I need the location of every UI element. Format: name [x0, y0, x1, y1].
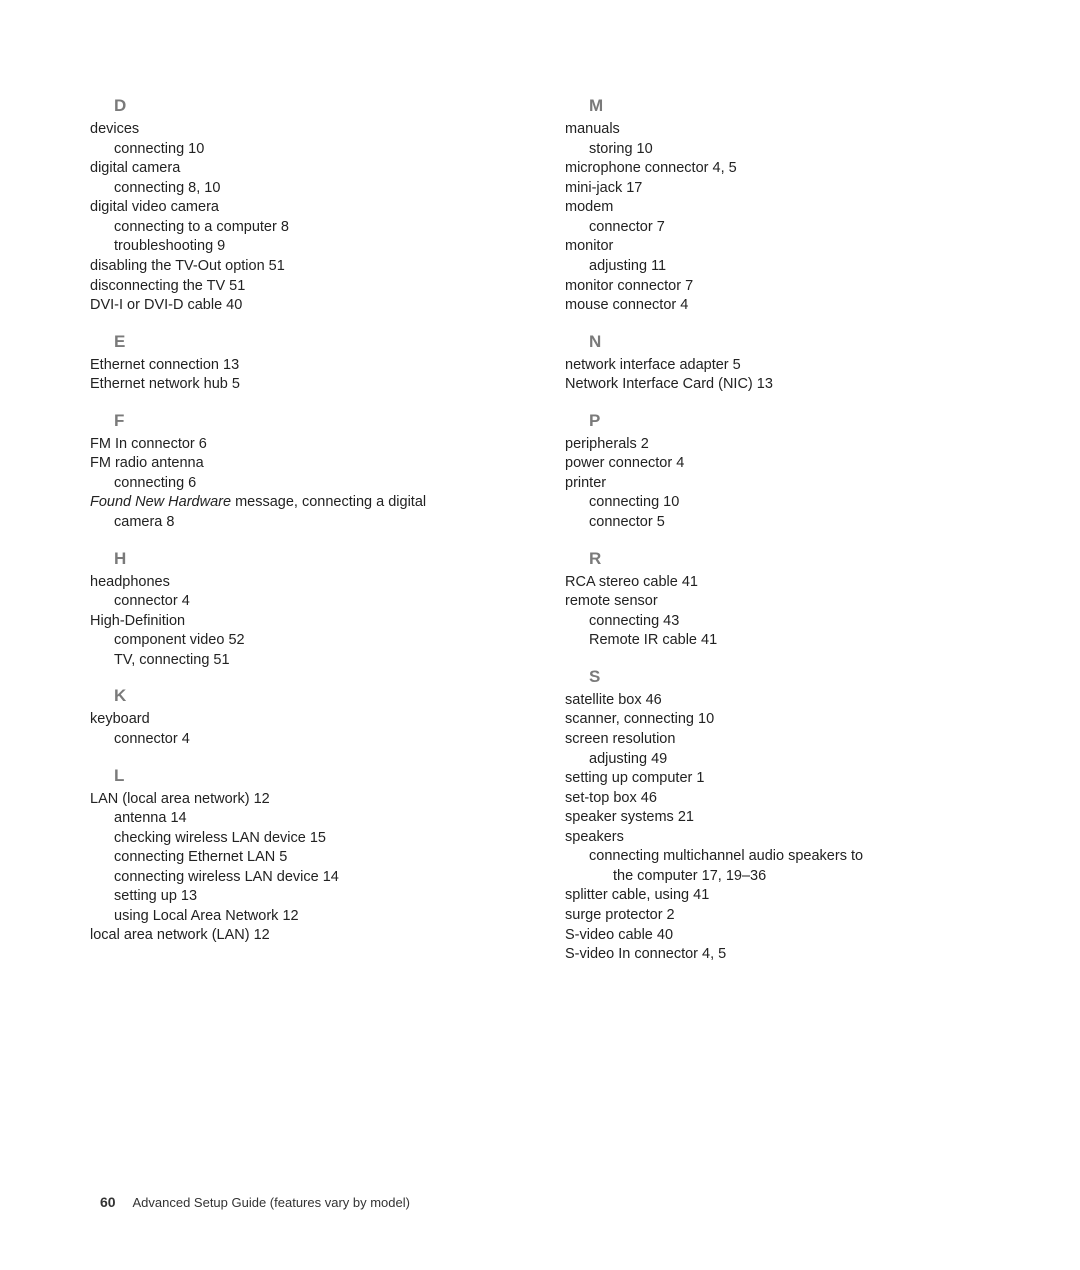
index-entry: connecting 8, 10: [114, 179, 515, 199]
index-entry: the computer 17, 19–36: [613, 867, 990, 887]
index-entry: speakers: [565, 828, 990, 848]
index-entry: using Local Area Network 12: [114, 907, 515, 927]
index-section-letter: D: [114, 96, 515, 116]
page-number: 60: [100, 1194, 116, 1210]
index-entry: remote sensor: [565, 592, 990, 612]
index-entry: S-video In connector 4, 5: [565, 945, 990, 965]
index-entry: digital video camera: [90, 198, 515, 218]
index-entry: connector 5: [589, 513, 990, 533]
index-entry: component video 52: [114, 631, 515, 651]
index-entry: RCA stereo cable 41: [565, 573, 990, 593]
index-entry: setting up 13: [114, 887, 515, 907]
index-entry: monitor connector 7: [565, 277, 990, 297]
index-entry: printer: [565, 474, 990, 494]
index-entry: troubleshooting 9: [114, 237, 515, 257]
index-entry: connector 4: [114, 730, 515, 750]
index-section-letter: H: [114, 549, 515, 569]
index-section-letter: S: [589, 667, 990, 687]
index-entry: scanner, connecting 10: [565, 710, 990, 730]
index-section-letter: P: [589, 411, 990, 431]
index-entry: connecting 6: [114, 474, 515, 494]
index-entry: local area network (LAN) 12: [90, 926, 515, 946]
index-entry: connector 4: [114, 592, 515, 612]
index-entry-italic: Found New Hardware: [90, 494, 231, 510]
index-section-letter: L: [114, 766, 515, 786]
index-entry: DVI-I or DVI-D cable 40: [90, 296, 515, 316]
index-entry: S-video cable 40: [565, 926, 990, 946]
index-entry: speaker systems 21: [565, 808, 990, 828]
index-entry: disabling the TV-Out option 51: [90, 257, 515, 277]
index-entry: monitor: [565, 237, 990, 257]
index-entry: set-top box 46: [565, 789, 990, 809]
index-entry: FM In connector 6: [90, 435, 515, 455]
index-entry: screen resolution: [565, 730, 990, 750]
index-entry: mini-jack 17: [565, 179, 990, 199]
index-entry: camera 8: [114, 513, 515, 533]
index-section-letter: M: [589, 96, 990, 116]
index-entry: devices: [90, 120, 515, 140]
index-entry: Ethernet connection 13: [90, 356, 515, 376]
index-entry: digital camera: [90, 159, 515, 179]
index-entry: disconnecting the TV 51: [90, 277, 515, 297]
index-entry: connecting 43: [589, 612, 990, 632]
index-section-letter: E: [114, 332, 515, 352]
index-entry: LAN (local area network) 12: [90, 790, 515, 810]
index-entry: connecting 10: [589, 493, 990, 513]
index-entry: mouse connector 4: [565, 296, 990, 316]
index-entry: FM radio antenna: [90, 454, 515, 474]
index-entry: power connector 4: [565, 454, 990, 474]
index-entry: checking wireless LAN device 15: [114, 829, 515, 849]
index-section-letter: F: [114, 411, 515, 431]
index-entry: antenna 14: [114, 809, 515, 829]
index-entry: Network Interface Card (NIC) 13: [565, 375, 990, 395]
index-column-right: Mmanualsstoring 10microphone connector 4…: [565, 80, 990, 965]
index-entry: connector 7: [589, 218, 990, 238]
index-entry: microphone connector 4, 5: [565, 159, 990, 179]
index-entry: Remote IR cable 41: [589, 631, 990, 651]
index-entry: adjusting 11: [589, 257, 990, 277]
index-entry-text: message, connecting a digital: [231, 494, 426, 510]
index-entry: keyboard: [90, 710, 515, 730]
page-footer: 60 Advanced Setup Guide (features vary b…: [100, 1194, 410, 1210]
index-entry: Ethernet network hub 5: [90, 375, 515, 395]
index-entry: Found New Hardware message, connecting a…: [90, 493, 515, 513]
index-entry: connecting multichannel audio speakers t…: [589, 847, 990, 867]
index-page: Ddevicesconnecting 10digital cameraconne…: [0, 0, 1080, 1005]
index-entry: adjusting 49: [589, 750, 990, 770]
index-entry: network interface adapter 5: [565, 356, 990, 376]
index-entry: connecting to a computer 8: [114, 218, 515, 238]
index-entry: High-Definition: [90, 612, 515, 632]
index-entry: peripherals 2: [565, 435, 990, 455]
index-entry: splitter cable, using 41: [565, 886, 990, 906]
index-entry: connecting wireless LAN device 14: [114, 868, 515, 888]
index-entry: connecting Ethernet LAN 5: [114, 848, 515, 868]
index-section-letter: K: [114, 686, 515, 706]
index-section-letter: R: [589, 549, 990, 569]
index-section-letter: N: [589, 332, 990, 352]
index-entry: surge protector 2: [565, 906, 990, 926]
index-entry: headphones: [90, 573, 515, 593]
index-entry: connecting 10: [114, 140, 515, 160]
index-entry: modem: [565, 198, 990, 218]
index-entry: storing 10: [589, 140, 990, 160]
footer-title: Advanced Setup Guide (features vary by m…: [132, 1195, 409, 1210]
index-entry: setting up computer 1: [565, 769, 990, 789]
index-entry: TV, connecting 51: [114, 651, 515, 671]
index-entry: manuals: [565, 120, 990, 140]
index-entry: satellite box 46: [565, 691, 990, 711]
index-column-left: Ddevicesconnecting 10digital cameraconne…: [90, 80, 515, 965]
